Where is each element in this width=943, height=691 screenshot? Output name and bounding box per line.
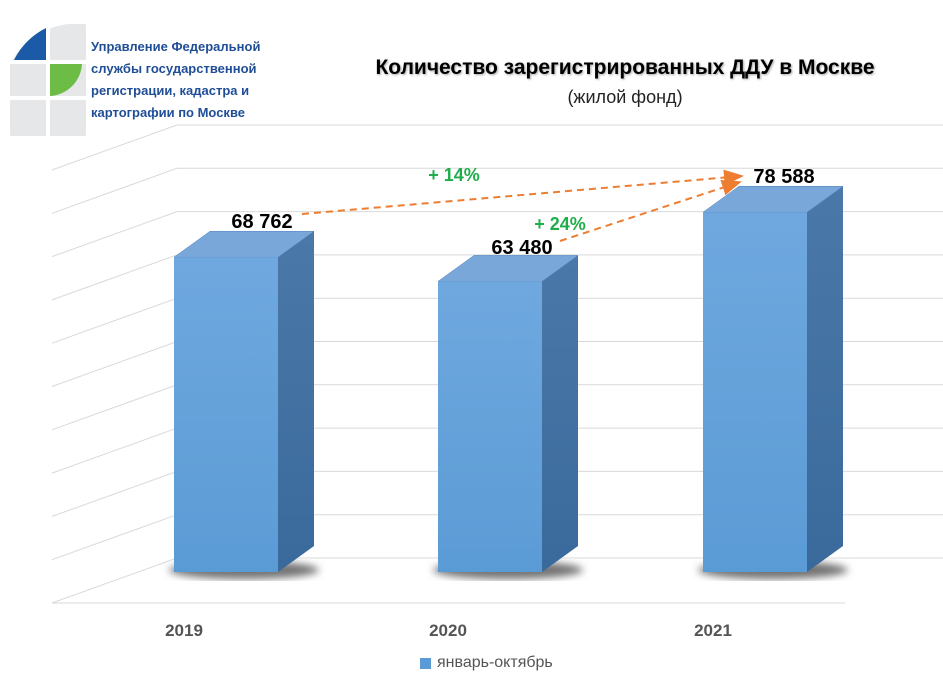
chart-subtitle: (жилой фонд) xyxy=(567,87,683,107)
x-tick-label: 2019 xyxy=(165,621,203,640)
gridline xyxy=(51,124,943,171)
x-tick-label: 2021 xyxy=(694,621,732,640)
growth-arrow-2020 xyxy=(559,180,742,242)
bar xyxy=(438,281,542,572)
data-label: 63 480 xyxy=(491,237,552,259)
chart-title: Количество зарегистрированных ДДУ в Моск… xyxy=(375,56,875,79)
org-line-4: картографии по Москве xyxy=(91,105,245,120)
bar-side xyxy=(807,186,843,573)
gridline xyxy=(51,167,943,214)
legend: январь-октябрь xyxy=(420,654,553,672)
gridline xyxy=(51,211,943,258)
growth-arrow-2019 xyxy=(301,169,744,215)
growth-annotation: + 14% xyxy=(428,165,480,185)
data-label: 78 588 xyxy=(753,166,814,188)
x-tick-label: 2020 xyxy=(429,621,467,640)
data-label: 68 762 xyxy=(231,211,292,233)
org-line-2: службы государственной xyxy=(91,61,257,76)
rosreestr-logo xyxy=(10,24,86,136)
bar xyxy=(703,212,807,573)
growth-annotation: + 24% xyxy=(534,214,586,234)
legend-swatch xyxy=(420,657,431,669)
legend-label: январь-октябрь xyxy=(437,654,553,671)
bar-side xyxy=(278,231,314,572)
org-line-1: Управление Федеральной xyxy=(91,39,261,54)
bar-side xyxy=(542,255,578,573)
org-line-3: регистрации, кадастра и xyxy=(91,83,250,98)
bar xyxy=(174,257,278,572)
organization-name: Управление Федеральной службы государств… xyxy=(91,36,281,124)
